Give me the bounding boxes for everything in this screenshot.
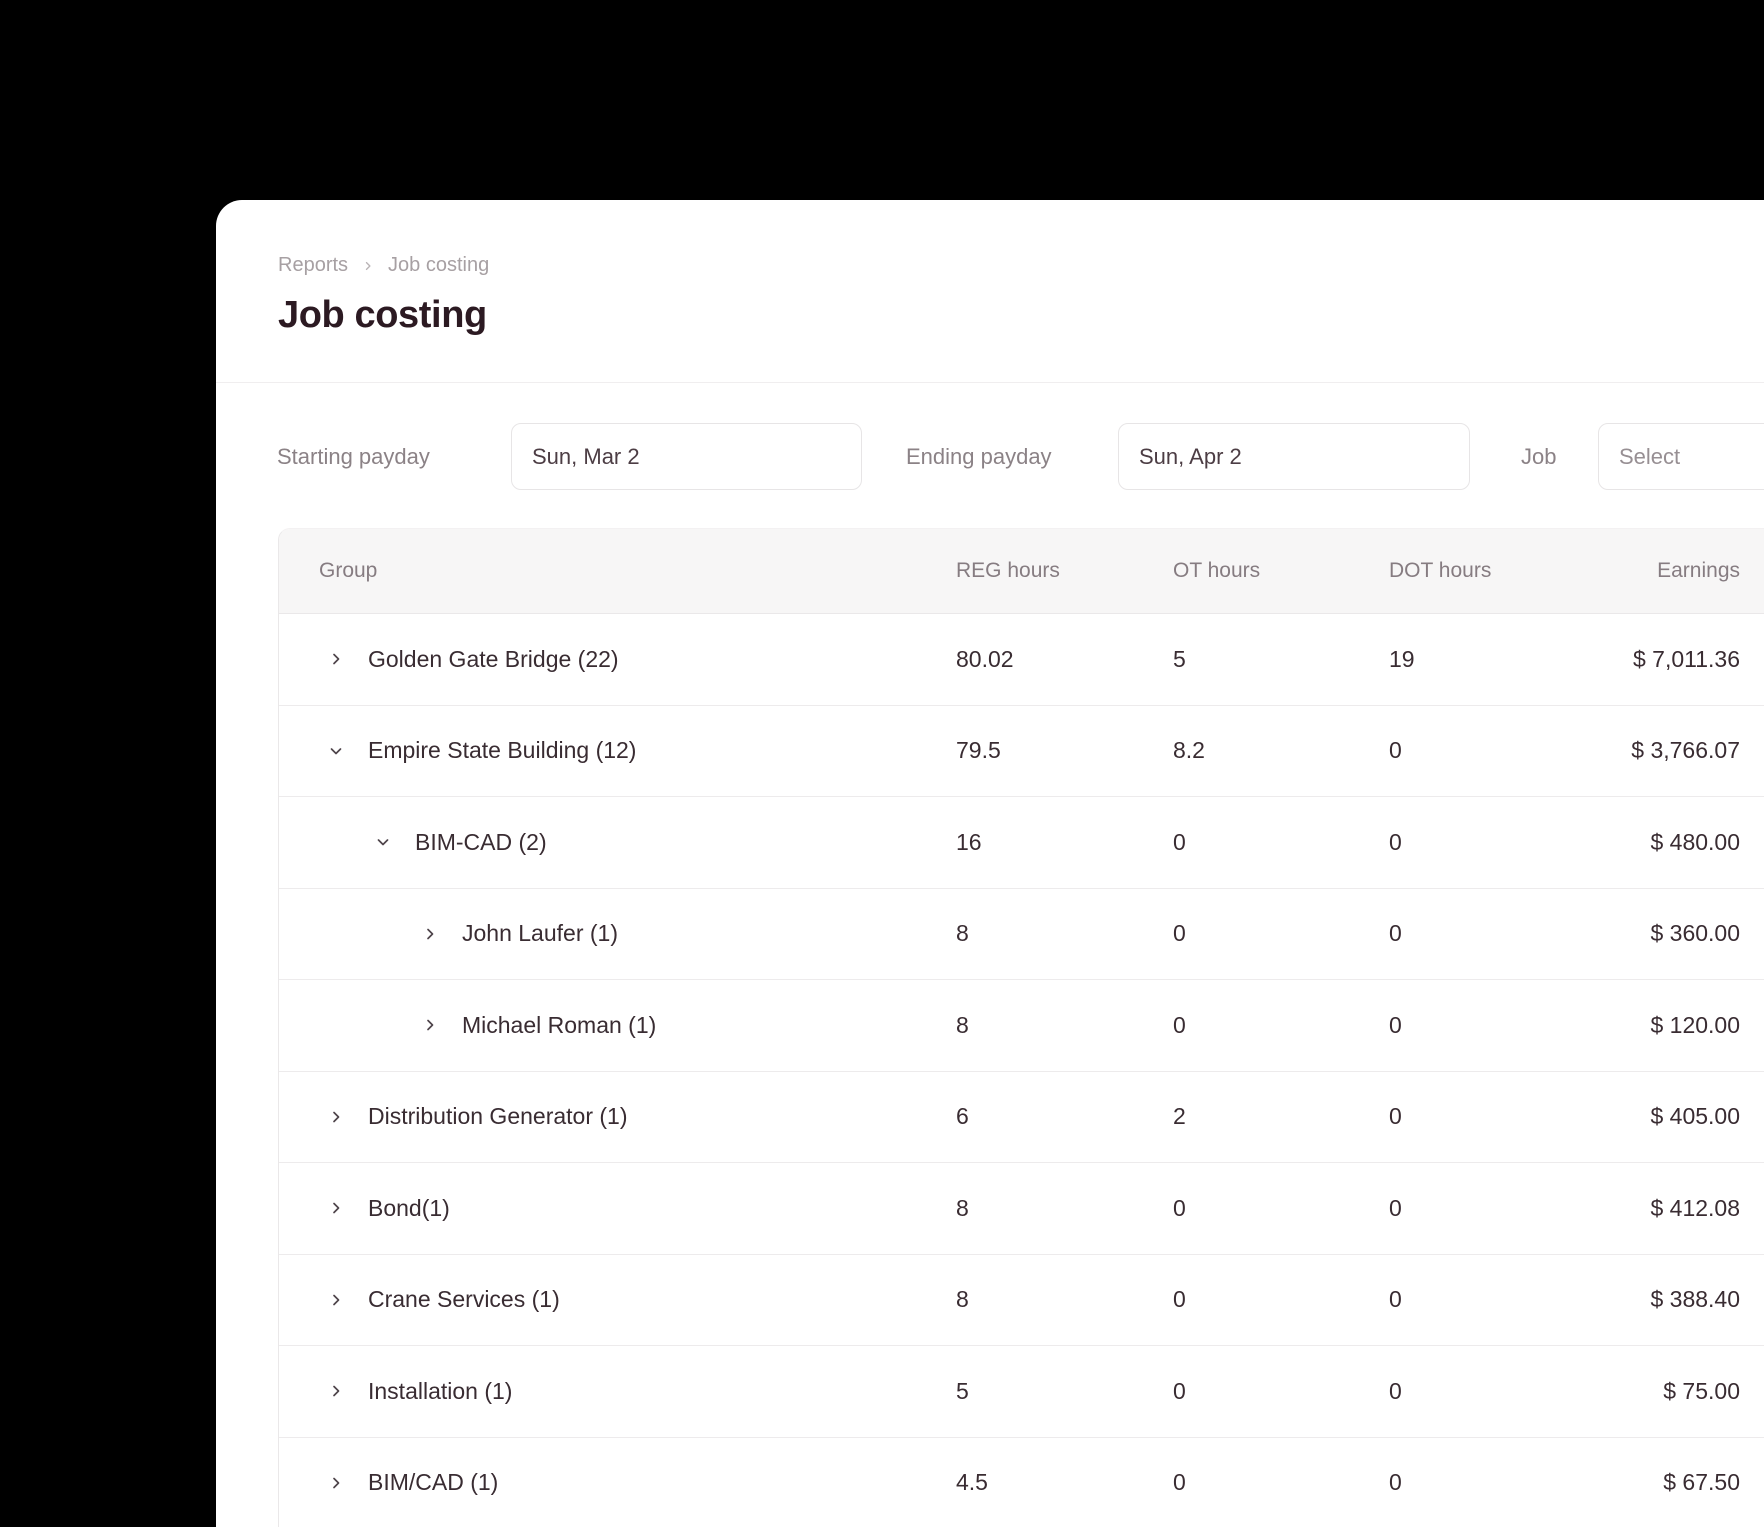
job-label: Job (1521, 443, 1557, 469)
column-header-earnings: Earnings (1657, 559, 1740, 582)
row-label: Golden Gate Bridge (22) (368, 645, 619, 672)
dot-hours-value: 0 (1389, 920, 1402, 947)
ot-hours-value: 0 (1173, 828, 1186, 855)
table-row[interactable]: Crane Services (1) 8 0 0 $ 388.40 (279, 1254, 1764, 1346)
table-row[interactable]: Golden Gate Bridge (22) 80.02 5 19 $ 7,0… (279, 614, 1764, 706)
column-header-ot-hours: OT hours (1173, 559, 1261, 582)
expand-chevron-icon[interactable] (422, 1017, 438, 1033)
row-label: BIM/CAD (1) (368, 1469, 499, 1496)
breadcrumb: Reports Job costing (278, 253, 1702, 277)
row-label: Installation (1) (368, 1377, 513, 1404)
ending-payday-input[interactable] (1118, 423, 1470, 490)
ot-hours-value: 5 (1173, 645, 1186, 672)
table-body: Golden Gate Bridge (22) 80.02 5 19 $ 7,0… (279, 614, 1764, 1527)
expand-chevron-icon[interactable] (422, 926, 438, 942)
ot-hours-value: 0 (1173, 1194, 1186, 1221)
row-label: John Laufer (1) (462, 920, 618, 947)
dot-hours-value: 0 (1389, 1103, 1402, 1130)
column-header-dot-hours: DOT hours (1389, 559, 1492, 582)
dot-hours-value: 0 (1389, 1011, 1402, 1038)
ot-hours-value: 0 (1173, 1286, 1186, 1313)
reg-hours-value: 8 (956, 1286, 969, 1313)
expand-chevron-icon[interactable] (328, 1475, 344, 1491)
dot-hours-value: 0 (1389, 1194, 1402, 1221)
earnings-value: $ 412.08 (1650, 1194, 1740, 1221)
column-header-group: Group (319, 559, 378, 582)
job-select[interactable] (1598, 423, 1764, 490)
reg-hours-value: 8 (956, 1011, 969, 1038)
earnings-value: $ 120.00 (1650, 1011, 1740, 1038)
reg-hours-value: 6 (956, 1103, 969, 1130)
ot-hours-value: 0 (1173, 1469, 1186, 1496)
earnings-value: $ 7,011.36 (1632, 645, 1740, 672)
row-label: BIM-CAD (2) (415, 828, 547, 855)
job-costing-table: Group REG hours OT hours DOT hours Earni… (278, 528, 1764, 1527)
reg-hours-value: 8 (956, 920, 969, 947)
page-header: Reports Job costing Job costing (216, 200, 1764, 337)
dot-hours-value: 0 (1389, 737, 1402, 764)
starting-payday-label: Starting payday (277, 443, 430, 469)
table-header-row: Group REG hours OT hours DOT hours Earni… (279, 529, 1764, 614)
ot-hours-value: 2 (1173, 1103, 1186, 1130)
row-label: Crane Services (1) (368, 1286, 560, 1313)
expand-chevron-icon[interactable] (328, 743, 344, 759)
expand-chevron-icon[interactable] (328, 651, 344, 667)
expand-chevron-icon[interactable] (328, 1200, 344, 1216)
reg-hours-value: 8 (956, 1194, 969, 1221)
job-costing-card: Reports Job costing Job costing Starting… (216, 200, 1764, 1527)
page-title: Job costing (278, 294, 487, 336)
header-divider (216, 382, 1764, 383)
row-label: Bond(1) (368, 1194, 450, 1221)
breadcrumb-current: Job costing (388, 253, 490, 276)
earnings-value: $ 480.00 (1650, 828, 1740, 855)
table-row[interactable]: BIM/CAD (1) 4.5 0 0 $ 67.50 (279, 1437, 1764, 1527)
table-row[interactable]: Empire State Building (12) 79.5 8.2 0 $ … (279, 705, 1764, 797)
table-row[interactable]: Michael Roman (1) 8 0 0 $ 120.00 (279, 980, 1764, 1072)
earnings-value: $ 67.50 (1663, 1469, 1740, 1496)
filters-bar: Starting payday Ending payday Job (216, 423, 1764, 490)
table-row[interactable]: BIM-CAD (2) 16 0 0 $ 480.00 (279, 797, 1764, 889)
expand-chevron-icon[interactable] (328, 1383, 344, 1399)
reg-hours-value: 4.5 (956, 1469, 988, 1496)
dot-hours-value: 0 (1389, 1286, 1402, 1313)
ot-hours-value: 0 (1173, 1377, 1186, 1404)
earnings-value: $ 388.40 (1650, 1286, 1740, 1313)
earnings-value: $ 405.00 (1650, 1103, 1740, 1130)
breadcrumb-link-reports[interactable]: Reports (278, 253, 349, 276)
column-header-reg-hours: REG hours (956, 559, 1060, 582)
reg-hours-value: 5 (956, 1377, 969, 1404)
dot-hours-value: 0 (1389, 1377, 1402, 1404)
expand-chevron-icon[interactable] (328, 1109, 344, 1125)
dot-hours-value: 19 (1389, 645, 1415, 672)
ending-payday-label: Ending payday (906, 443, 1052, 469)
table-row[interactable]: Installation (1) 5 0 0 $ 75.00 (279, 1346, 1764, 1438)
ot-hours-value: 8.2 (1173, 737, 1205, 764)
reg-hours-value: 80.02 (956, 645, 1014, 672)
earnings-value: $ 360.00 (1650, 920, 1740, 947)
starting-payday-input[interactable] (511, 423, 862, 490)
reg-hours-value: 16 (956, 828, 982, 855)
dot-hours-value: 0 (1389, 828, 1402, 855)
expand-chevron-icon[interactable] (328, 1292, 344, 1308)
row-label: Michael Roman (1) (462, 1011, 657, 1038)
table-row[interactable]: Bond(1) 8 0 0 $ 412.08 (279, 1163, 1764, 1255)
earnings-value: $ 3,766.07 (1631, 737, 1740, 764)
expand-chevron-icon[interactable] (375, 834, 391, 850)
table-row[interactable]: Distribution Generator (1) 6 2 0 $ 405.0… (279, 1071, 1764, 1163)
ot-hours-value: 0 (1173, 1011, 1186, 1038)
reg-hours-value: 79.5 (956, 737, 1001, 764)
dot-hours-value: 0 (1389, 1469, 1402, 1496)
table-row[interactable]: John Laufer (1) 8 0 0 $ 360.00 (279, 888, 1764, 980)
row-label: Empire State Building (12) (368, 737, 637, 764)
chevron-right-icon (362, 260, 374, 272)
row-label: Distribution Generator (1) (368, 1103, 628, 1130)
ot-hours-value: 0 (1173, 920, 1186, 947)
earnings-value: $ 75.00 (1663, 1377, 1740, 1404)
